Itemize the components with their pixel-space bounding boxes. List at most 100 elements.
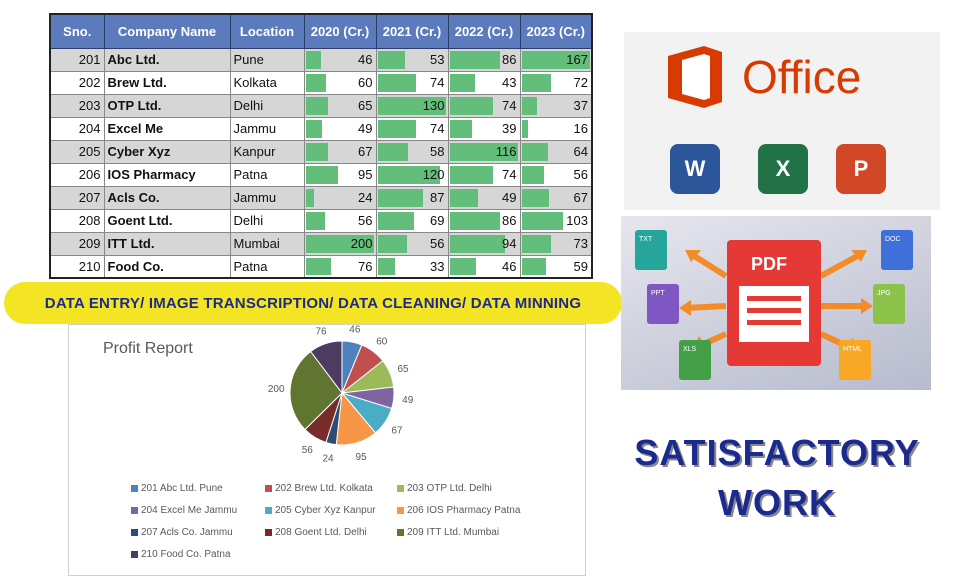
value-cell-2022[interactable]: 49	[447, 185, 521, 210]
company-cell[interactable]: Brew Ltd.	[103, 70, 231, 95]
company-cell[interactable]: IOS Pharmacy	[103, 162, 231, 187]
value-cell-2020[interactable]: 46	[303, 47, 377, 72]
sno-cell[interactable]: 207	[49, 185, 105, 210]
legend-item[interactable]: 210 Food Co. Patna	[131, 549, 231, 560]
sno-cell[interactable]: 205	[49, 139, 105, 164]
value-cell-2021[interactable]: 74	[375, 70, 449, 95]
column-header[interactable]: Location	[229, 13, 305, 49]
legend-item[interactable]: 205 Cyber Xyz Kanpur	[265, 505, 376, 516]
company-cell[interactable]: OTP Ltd.	[103, 93, 231, 118]
sno-cell[interactable]: 203	[49, 93, 105, 118]
column-header[interactable]: Sno.	[49, 13, 105, 49]
value-cell-2023[interactable]: 67	[519, 185, 593, 210]
column-header[interactable]: 2021 (Cr.)	[375, 13, 449, 49]
value-cell-2022[interactable]: 86	[447, 208, 521, 233]
company-cell[interactable]: Cyber Xyz	[103, 139, 231, 164]
data-bar	[305, 211, 325, 230]
sno-cell[interactable]: 201	[49, 47, 105, 72]
column-header[interactable]: Company Name	[103, 13, 231, 49]
value-text: 103	[566, 213, 588, 228]
location-cell[interactable]: Patna	[229, 254, 305, 279]
value-cell-2020[interactable]: 56	[303, 208, 377, 233]
value-cell-2020[interactable]: 95	[303, 162, 377, 187]
column-header[interactable]: 2020 (Cr.)	[303, 13, 377, 49]
location-cell[interactable]: Kolkata	[229, 70, 305, 95]
txt-file-icon: TXT	[639, 236, 653, 243]
value-cell-2023[interactable]: 72	[519, 70, 593, 95]
company-cell[interactable]: ITT Ltd.	[103, 231, 231, 256]
value-cell-2023[interactable]: 16	[519, 116, 593, 141]
value-cell-2021[interactable]: 87	[375, 185, 449, 210]
value-cell-2023[interactable]: 73	[519, 231, 593, 256]
word-icon[interactable]: W	[670, 144, 720, 194]
legend-item[interactable]: 207 Acls Co. Jammu	[131, 527, 233, 538]
sno-cell[interactable]: 206	[49, 162, 105, 187]
value-cell-2022[interactable]: 86	[447, 47, 521, 72]
value-cell-2021[interactable]: 56	[375, 231, 449, 256]
value-cell-2020[interactable]: 200	[303, 231, 377, 256]
value-cell-2021[interactable]: 53	[375, 47, 449, 72]
location-cell[interactable]: Pune	[229, 47, 305, 72]
legend-item[interactable]: 209 ITT Ltd. Mumbai	[397, 527, 499, 538]
value-cell-2022[interactable]: 74	[447, 162, 521, 187]
location-cell[interactable]: Delhi	[229, 93, 305, 118]
value-text: 200	[350, 236, 373, 251]
location-cell[interactable]: Delhi	[229, 208, 305, 233]
powerpoint-icon[interactable]: P	[836, 144, 886, 194]
legend-label: 201 Abc Ltd. Pune	[141, 483, 223, 494]
sno-cell[interactable]: 202	[49, 70, 105, 95]
legend-item[interactable]: 208 Goent Ltd. Delhi	[265, 527, 367, 538]
value-cell-2020[interactable]: 60	[303, 70, 377, 95]
value-cell-2022[interactable]: 116	[447, 139, 521, 164]
value-cell-2021[interactable]: 130	[375, 93, 449, 118]
legend-item[interactable]: 202 Brew Ltd. Kolkata	[265, 483, 373, 494]
value-cell-2021[interactable]: 120	[375, 162, 449, 187]
legend-item[interactable]: 204 Excel Me Jammu	[131, 505, 237, 516]
company-cell[interactable]: Excel Me	[103, 116, 231, 141]
pie-slice[interactable]	[289, 350, 343, 431]
value-cell-2023[interactable]: 64	[519, 139, 593, 164]
value-cell-2023[interactable]: 56	[519, 162, 593, 187]
value-cell-2020[interactable]: 24	[303, 185, 377, 210]
value-cell-2023[interactable]: 167	[519, 47, 593, 72]
value-cell-2021[interactable]: 33	[375, 254, 449, 279]
table-row: 203 OTP Ltd. Delhi 65 130 74 37	[49, 93, 593, 118]
location-cell[interactable]: Patna	[229, 162, 305, 187]
location-cell[interactable]: Jammu	[229, 116, 305, 141]
value-cell-2021[interactable]: 58	[375, 139, 449, 164]
sno-cell[interactable]: 209	[49, 231, 105, 256]
legend-item[interactable]: 203 OTP Ltd. Delhi	[397, 483, 492, 494]
location-cell[interactable]: Jammu	[229, 185, 305, 210]
column-header[interactable]: 2023 (Cr.)	[519, 13, 593, 49]
sno-cell[interactable]: 204	[49, 116, 105, 141]
legend-item[interactable]: 201 Abc Ltd. Pune	[131, 483, 223, 494]
value-cell-2022[interactable]: 46	[447, 254, 521, 279]
value-cell-2022[interactable]: 94	[447, 231, 521, 256]
value-cell-2020[interactable]: 76	[303, 254, 377, 279]
value-cell-2023[interactable]: 59	[519, 254, 593, 279]
value-cell-2021[interactable]: 74	[375, 116, 449, 141]
location-cell[interactable]: Kanpur	[229, 139, 305, 164]
column-header[interactable]: 2022 (Cr.)	[447, 13, 521, 49]
value-cell-2020[interactable]: 49	[303, 116, 377, 141]
value-cell-2022[interactable]: 39	[447, 116, 521, 141]
excel-icon[interactable]: X	[758, 144, 808, 194]
value-cell-2022[interactable]: 74	[447, 93, 521, 118]
company-cell[interactable]: Acls Co.	[103, 185, 231, 210]
legend-item[interactable]: 206 IOS Pharmacy Patna	[397, 505, 520, 516]
value-cell-2023[interactable]: 37	[519, 93, 593, 118]
pie-slice[interactable]	[309, 340, 343, 395]
value-cell-2020[interactable]: 67	[303, 139, 377, 164]
data-bar	[521, 73, 551, 92]
value-cell-2021[interactable]: 69	[375, 208, 449, 233]
pie-data-label: 76	[315, 326, 327, 337]
value-cell-2022[interactable]: 43	[447, 70, 521, 95]
sno-cell[interactable]: 208	[49, 208, 105, 233]
company-cell[interactable]: Goent Ltd.	[103, 208, 231, 233]
company-cell[interactable]: Abc Ltd.	[103, 47, 231, 72]
value-cell-2020[interactable]: 65	[303, 93, 377, 118]
company-cell[interactable]: Food Co.	[103, 254, 231, 279]
location-cell[interactable]: Mumbai	[229, 231, 305, 256]
sno-cell[interactable]: 210	[49, 254, 105, 279]
value-cell-2023[interactable]: 103	[519, 208, 593, 233]
